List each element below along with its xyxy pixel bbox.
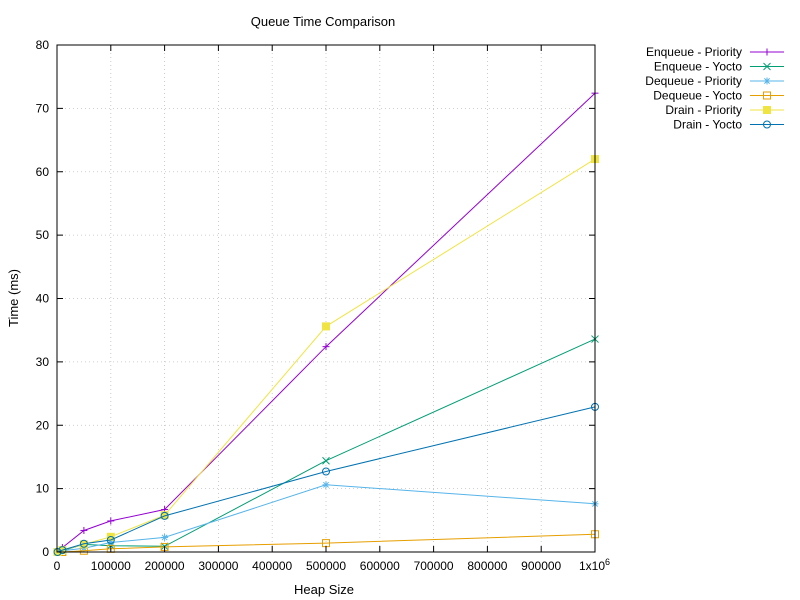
data-point [58,546,67,555]
y-axis-label: Time (ms) [6,269,21,327]
y-tick-label: 40 [36,292,50,306]
data-point [79,539,88,548]
data-point [322,456,330,465]
data-point [80,526,88,534]
marker-stroke [763,62,771,71]
legend-marker [763,62,771,71]
x-tick-label: 300000 [198,559,238,573]
legend-marker [763,106,771,114]
data-point [322,322,330,331]
legend-entry: Enqueue - Priority [646,45,784,59]
x-tick-label: 100000 [91,559,131,573]
y-tick-label: 50 [36,228,50,242]
legend-label: Drain - Priority [665,103,742,117]
x-tick-label: 900000 [521,559,561,573]
x-tick-label-last: 1x106 [579,557,610,573]
y-tick-label: 0 [42,545,49,559]
data-point [161,533,169,541]
legend-entry: Drain - Yocto [673,118,784,132]
y-tick-label: 70 [36,101,50,115]
legend-entry: Dequeue - Priority [645,74,784,88]
legend-label: Dequeue - Priority [645,74,742,88]
legend-label: Enqueue - Yocto [654,60,742,74]
data-point [322,467,330,476]
data-point [322,343,330,351]
series-6 [53,402,599,556]
x-tick-label: 400000 [252,559,292,573]
x-tick-label: 0 [54,559,61,573]
marker-stroke [323,481,329,488]
legend-entry: Drain - Priority [665,103,784,117]
x-tick-label: 200000 [145,559,185,573]
x-tick-label-base: 1x10 [579,559,605,573]
series-line [57,406,596,553]
x-tick-label: 500000 [306,559,346,573]
data-point [107,517,115,525]
legend-label: Enqueue - Priority [646,45,742,59]
legend-marker [763,77,771,85]
data-point [106,535,115,544]
series-5 [53,155,599,556]
x-tick-label: 700000 [414,559,454,573]
x-axis-label: Heap Size [294,582,354,597]
legend-entry: Enqueue - Yocto [654,60,784,74]
y-tick-label: 10 [36,482,50,496]
y-tick-label: 60 [36,165,50,179]
data-point [160,511,169,520]
legend-entry: Dequeue - Yocto [653,89,784,103]
legend-label: Drain - Yocto [673,118,742,132]
legend-marker [763,91,771,100]
x-tick-label: 600000 [360,559,400,573]
marker-stroke [764,78,770,84]
series-lines [53,89,599,556]
chart-title: Queue Time Comparison [251,14,396,29]
y-tick-label: 30 [36,355,50,369]
x-tick-label: 800000 [467,559,507,573]
legend-marker [763,120,771,129]
grid-lines [57,45,595,552]
legend-marker [763,48,771,56]
marker-stroke [161,534,168,541]
series-3 [54,481,599,556]
data-point [322,481,330,489]
marker-stroke [322,456,330,465]
y-tick-label: 80 [36,38,50,52]
y-tick-label: 20 [36,418,50,432]
legend-label: Dequeue - Yocto [653,89,742,103]
x-tick-label-exponent: 6 [605,557,610,567]
axes: 0 10 20 30 40 50 60 70 80 0 100000 200000 300000 4000… [36,38,610,573]
